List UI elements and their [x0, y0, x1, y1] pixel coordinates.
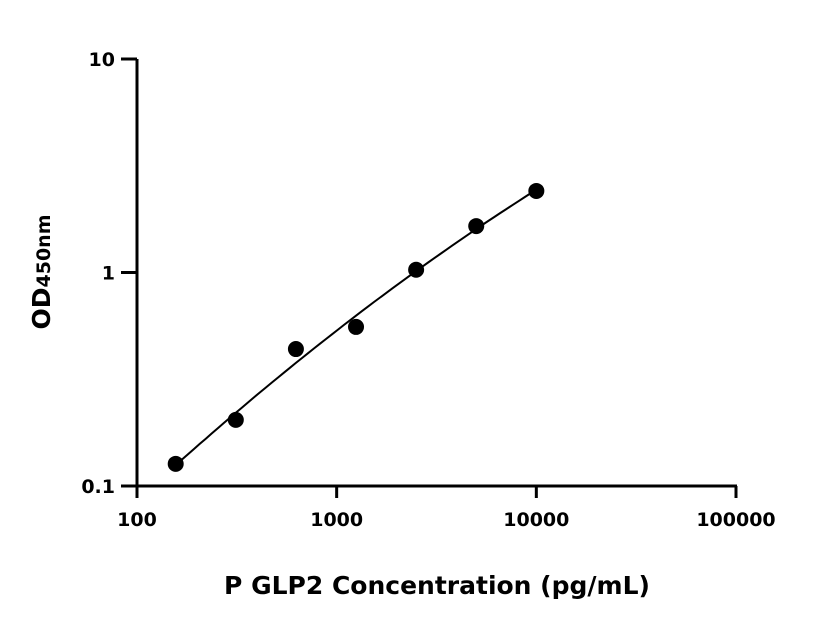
- data-points: [167, 182, 545, 472]
- data-point: [227, 411, 244, 428]
- x-tick-label: 10000: [503, 509, 569, 531]
- x-tick-label: 100: [117, 509, 157, 531]
- data-point: [528, 182, 545, 199]
- axes: 100 1000 10000 100000 0.1 1 10: [81, 49, 775, 531]
- y-axis-label-main: OD: [27, 287, 56, 329]
- y-axis-label-subscript: 450nm: [33, 214, 55, 287]
- data-point: [348, 318, 365, 335]
- x-tick-label: 1000: [310, 509, 363, 531]
- data-point: [408, 261, 425, 278]
- y-tick-label: 1: [102, 263, 115, 285]
- y-tick-label: 10: [89, 49, 115, 71]
- data-point: [167, 455, 184, 472]
- y-tick-label: 0.1: [81, 476, 115, 498]
- y-axis-label: OD450nm: [27, 214, 56, 329]
- data-point: [468, 218, 485, 235]
- x-tick-label: 100000: [696, 509, 775, 531]
- data-point: [287, 341, 304, 358]
- x-axis-label: P GLP2 Concentration (pg/mL): [224, 571, 650, 600]
